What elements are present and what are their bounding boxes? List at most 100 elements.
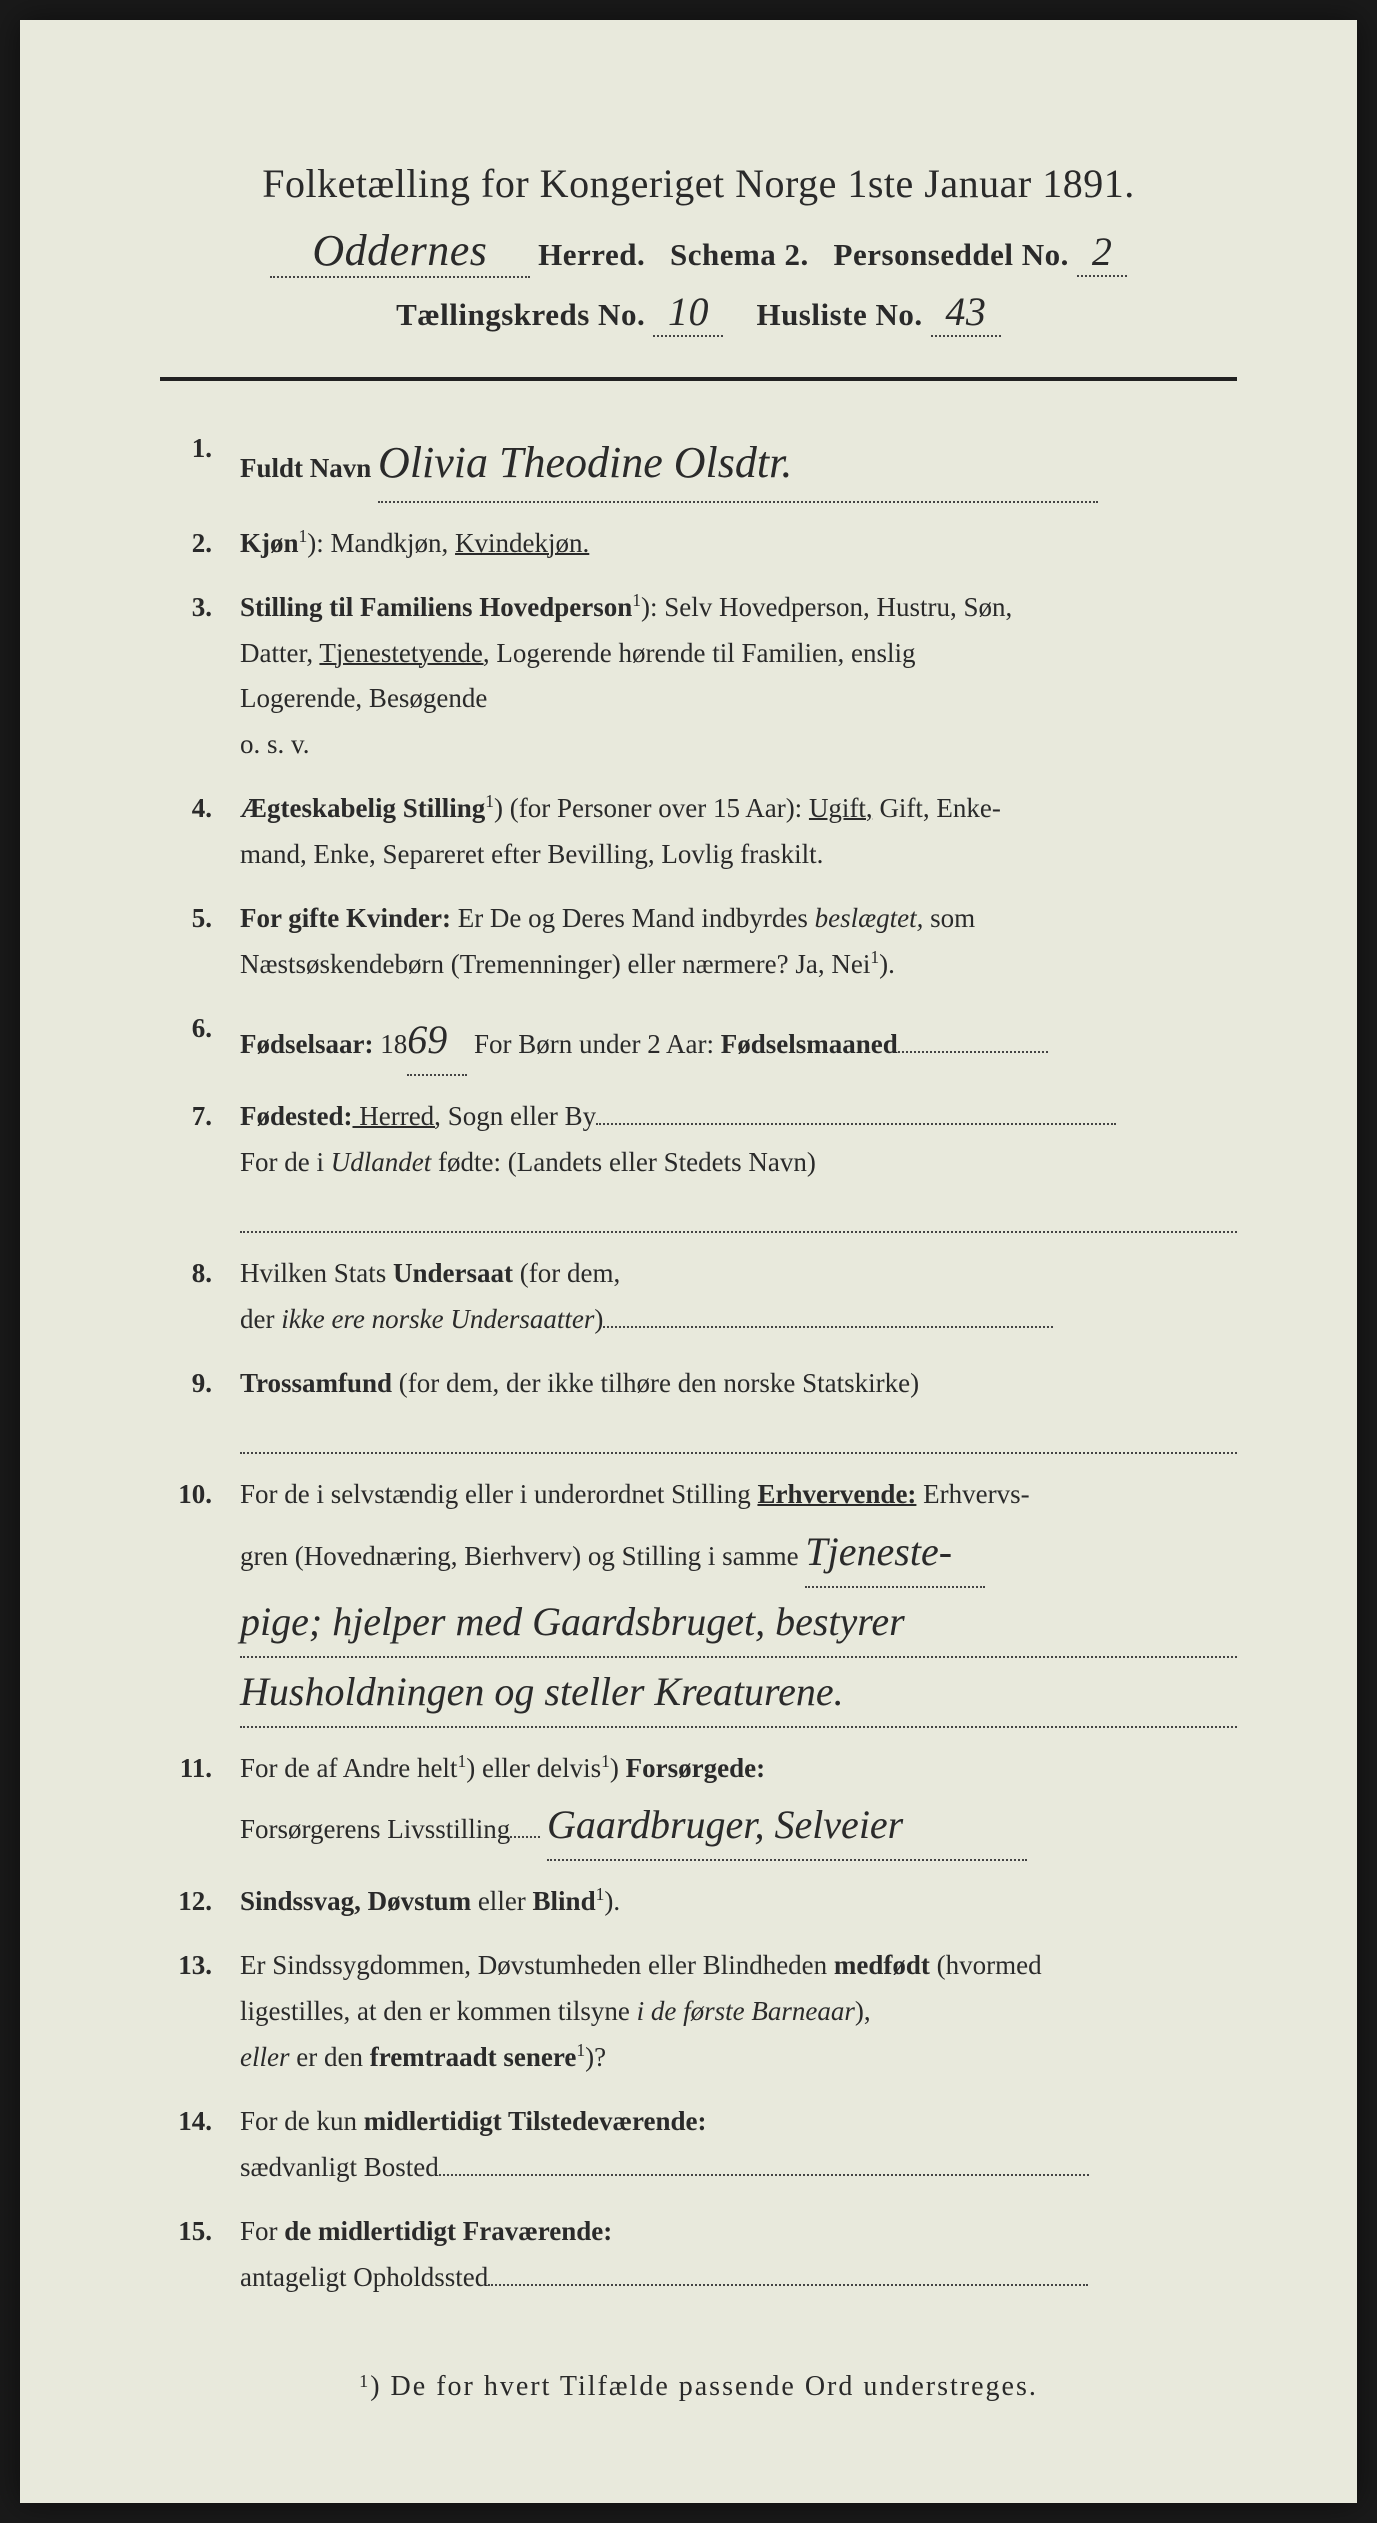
footnote-ref: 1 (576, 2040, 585, 2060)
header-row-1: Oddernes Herred. Schema 2. Personseddel … (160, 225, 1237, 278)
item-11: 11. For de af Andre helt1) eller delvis1… (160, 1746, 1237, 1862)
item-3: 3. Stilling til Familiens Hovedperson1):… (160, 585, 1237, 769)
item-num: 15. (160, 2209, 240, 2301)
footnote-ref: 1 (601, 1751, 610, 1771)
label: Trossamfund (240, 1368, 392, 1398)
item-13: 13. Er Sindssygdommen, Døvstumheden elle… (160, 1943, 1237, 2081)
item-num: 11. (160, 1746, 240, 1862)
birthyear-handwritten: 69 (407, 1006, 467, 1076)
text: fødte: (Landets eller Stedets Navn) (431, 1147, 816, 1177)
schema-label: Schema 2. (670, 237, 809, 272)
text: Næstsøskendebørn (Tremenninger) eller næ… (240, 949, 870, 979)
footnote-ref: 1 (457, 1751, 466, 1771)
text: )? (585, 2042, 606, 2072)
item-num: 3. (160, 585, 240, 769)
text: antageligt Opholdssted (240, 2262, 488, 2292)
blank-line (240, 1410, 1237, 1453)
text: mand, Enke, Separeret efter Bevilling, L… (240, 832, 1237, 878)
item-7: 7. Fødested: Herred, Sogn eller By For d… (160, 1094, 1237, 1233)
provider-hw: Gaardbruger, Selveier (547, 1791, 1027, 1861)
census-form-page: Folketælling for Kongeriget Norge 1ste J… (20, 20, 1357, 2503)
header-row-2: Tællingskreds No. 10 Husliste No. 43 (160, 288, 1237, 337)
item-9: 9. Trossamfund (for dem, der ikke tilhør… (160, 1361, 1237, 1454)
blank-line (240, 1190, 1237, 1233)
occupation-hw-2: pige; hjelper med Gaardsbruget, bestyrer (240, 1588, 1237, 1658)
personseddel-label: Personseddel No. (834, 237, 1069, 272)
item-num: 5. (160, 896, 240, 988)
form-items: 1. Fuldt Navn Olivia Theodine Olsdtr. 2.… (160, 426, 1237, 2301)
text: Datter, (240, 638, 319, 668)
text: Er De og Deres Mand indbyrdes (451, 903, 815, 933)
item-6: 6. Fødselsaar: 1869 For Børn under 2 Aar… (160, 1006, 1237, 1076)
label: Undersaat (393, 1258, 513, 1288)
text: Forsørgerens Livsstilling (240, 1814, 510, 1844)
text: eller (471, 1886, 532, 1916)
label: midlertidigt Tilstedeværende: (364, 2106, 707, 2136)
herred-label: Herred. (538, 237, 645, 272)
item-num: 13. (160, 1943, 240, 2081)
item-1: 1. Fuldt Navn Olivia Theodine Olsdtr. (160, 426, 1237, 503)
blank-field (898, 1051, 1048, 1053)
italic-text: ikke ere norske Undersaatter (281, 1304, 594, 1334)
text: er den (289, 2042, 369, 2072)
footnote-ref: 1 (485, 791, 494, 811)
label: For gifte Kvinder: (240, 903, 451, 933)
text: Gift, Enke- (873, 793, 1001, 823)
text: For de i selvstændig eller i underordnet… (240, 1479, 757, 1509)
text: ): Selv Hovedperson, Hustru, Søn, (641, 592, 1012, 622)
item-num: 7. (160, 1094, 240, 1233)
footnote: 1) De for hvert Tilfælde passende Ord un… (160, 2371, 1237, 2403)
text: Logerende hørende til Familien, enslig (490, 638, 916, 668)
footnote-ref: 1 (870, 947, 879, 967)
fullname-handwritten: Olivia Theodine Olsdtr. (378, 426, 1098, 503)
text: For de af Andre helt (240, 1753, 457, 1783)
italic-text: i de første Barneaar (637, 1996, 855, 2026)
item-num: 1. (160, 426, 240, 503)
label: de midlertidigt Fraværende: (284, 2216, 612, 2246)
selected-option: Ugift, (809, 793, 873, 823)
selected-option: Kvindekjøn. (455, 528, 589, 558)
text: (hvormed (930, 1950, 1042, 1980)
personseddel-no: 2 (1077, 228, 1127, 277)
item-8: 8. Hvilken Stats Undersaat (for dem, der… (160, 1251, 1237, 1343)
label: fremtraadt senere (370, 2042, 577, 2072)
label: Fuldt Navn (240, 453, 371, 483)
text: ) (for Personer over 15 Aar): (494, 793, 809, 823)
text: ). (604, 1886, 620, 1916)
text: sædvanligt Bosted (240, 2152, 439, 2182)
text: Erhvervs- (916, 1479, 1029, 1509)
item-num: 12. (160, 1879, 240, 1925)
text: ), (855, 1996, 871, 2026)
item-num: 9. (160, 1361, 240, 1454)
item-num: 6. (160, 1006, 240, 1076)
selected-option: Tjenestetyende, (319, 638, 489, 668)
text: ) (610, 1753, 626, 1783)
occupation-hw-3: Husholdningen og steller Kreaturene. (240, 1658, 1237, 1728)
text: ) eller delvis (466, 1753, 601, 1783)
text: For Børn under 2 Aar: (467, 1029, 720, 1059)
item-10: 10. For de i selvstændig eller i underor… (160, 1472, 1237, 1728)
item-15: 15. For de midlertidigt Fraværende: anta… (160, 2209, 1237, 2301)
label: Erhvervende: (757, 1479, 916, 1509)
text: Hvilken Stats (240, 1258, 393, 1288)
taellingskreds-no: 10 (653, 288, 723, 337)
text: Logerende, Besøgende (240, 676, 1237, 722)
italic-text: Udlandet (331, 1147, 432, 1177)
item-num: 10. (160, 1472, 240, 1728)
item-2: 2. Kjøn1): Mandkjøn, Kvindekjøn. (160, 521, 1237, 567)
item-12: 12. Sindssvag, Døvstum eller Blind1). (160, 1879, 1237, 1925)
italic-text: eller (240, 2042, 289, 2072)
item-num: 8. (160, 1251, 240, 1343)
label: Fødested: (240, 1101, 352, 1131)
label: Forsørgede: (626, 1753, 765, 1783)
page-title: Folketælling for Kongeriget Norge 1ste J… (160, 160, 1237, 207)
text: der (240, 1304, 281, 1334)
text: ): Mandkjøn, (307, 528, 455, 558)
text: For de kun (240, 2106, 364, 2136)
text: 18 (373, 1029, 407, 1059)
label: Kjøn (240, 528, 299, 558)
text: gren (Hovednæring, Bierhverv) og Stillin… (240, 1541, 799, 1571)
text: ). (879, 949, 895, 979)
blank-field (596, 1123, 1116, 1125)
husliste-label: Husliste No. (756, 297, 922, 332)
